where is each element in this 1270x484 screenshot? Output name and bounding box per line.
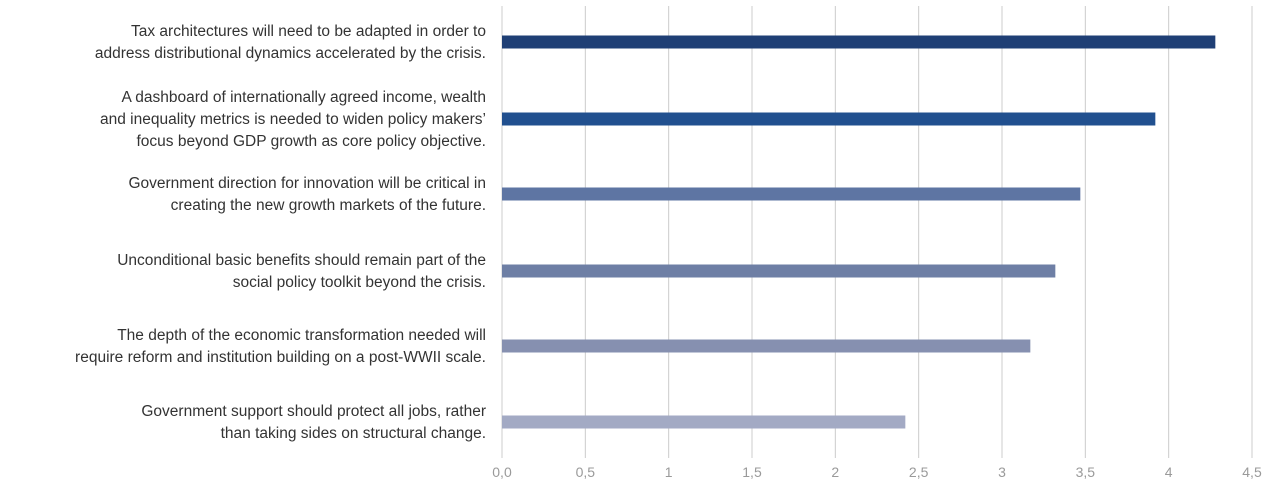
x-tick-label: 1 bbox=[665, 464, 673, 480]
category-label: Government direction for innovation will… bbox=[128, 175, 486, 192]
category-label: focus beyond GDP growth as core policy o… bbox=[136, 133, 486, 150]
category-label: social policy toolkit beyond the crisis. bbox=[233, 274, 486, 291]
category-label: The depth of the economic transformation… bbox=[117, 327, 486, 344]
x-tick-label: 2 bbox=[831, 464, 839, 480]
x-axis-ticks: 0,0 0,5 1 1,5 2 2,5 3 3,5 4 4,5 bbox=[492, 464, 1262, 480]
bar bbox=[502, 35, 1216, 49]
category-label: Tax architectures will need to be adapte… bbox=[131, 23, 486, 40]
category-labels: Tax architectures will need to be adapte… bbox=[75, 23, 486, 442]
x-tick-label: 4 bbox=[1165, 464, 1173, 480]
bar bbox=[502, 339, 1031, 353]
category-label: than taking sides on structural change. bbox=[221, 425, 486, 442]
category-label: A dashboard of internationally agreed in… bbox=[122, 89, 487, 106]
bar bbox=[502, 187, 1081, 201]
x-tick-label: 0,5 bbox=[576, 464, 596, 480]
category-label: creating the new growth markets of the f… bbox=[171, 197, 486, 214]
bars bbox=[502, 35, 1216, 429]
x-tick-label: 1,5 bbox=[742, 464, 762, 480]
x-tick-label: 0,0 bbox=[492, 464, 512, 480]
x-tick-label: 4,5 bbox=[1242, 464, 1262, 480]
category-label: and inequality metrics is needed to wide… bbox=[100, 111, 486, 128]
bar bbox=[502, 264, 1056, 278]
category-label: Government support should protect all jo… bbox=[141, 403, 486, 420]
category-label: require reform and institution building … bbox=[75, 349, 486, 366]
x-tick-label: 2,5 bbox=[909, 464, 929, 480]
category-label: address distributional dynamics accelera… bbox=[95, 45, 486, 62]
category-label: Unconditional basic benefits should rema… bbox=[117, 252, 486, 269]
bar bbox=[502, 415, 906, 429]
x-tick-label: 3,5 bbox=[1076, 464, 1096, 480]
gridlines bbox=[501, 6, 1253, 458]
x-tick-label: 3 bbox=[998, 464, 1006, 480]
bar bbox=[502, 112, 1156, 126]
